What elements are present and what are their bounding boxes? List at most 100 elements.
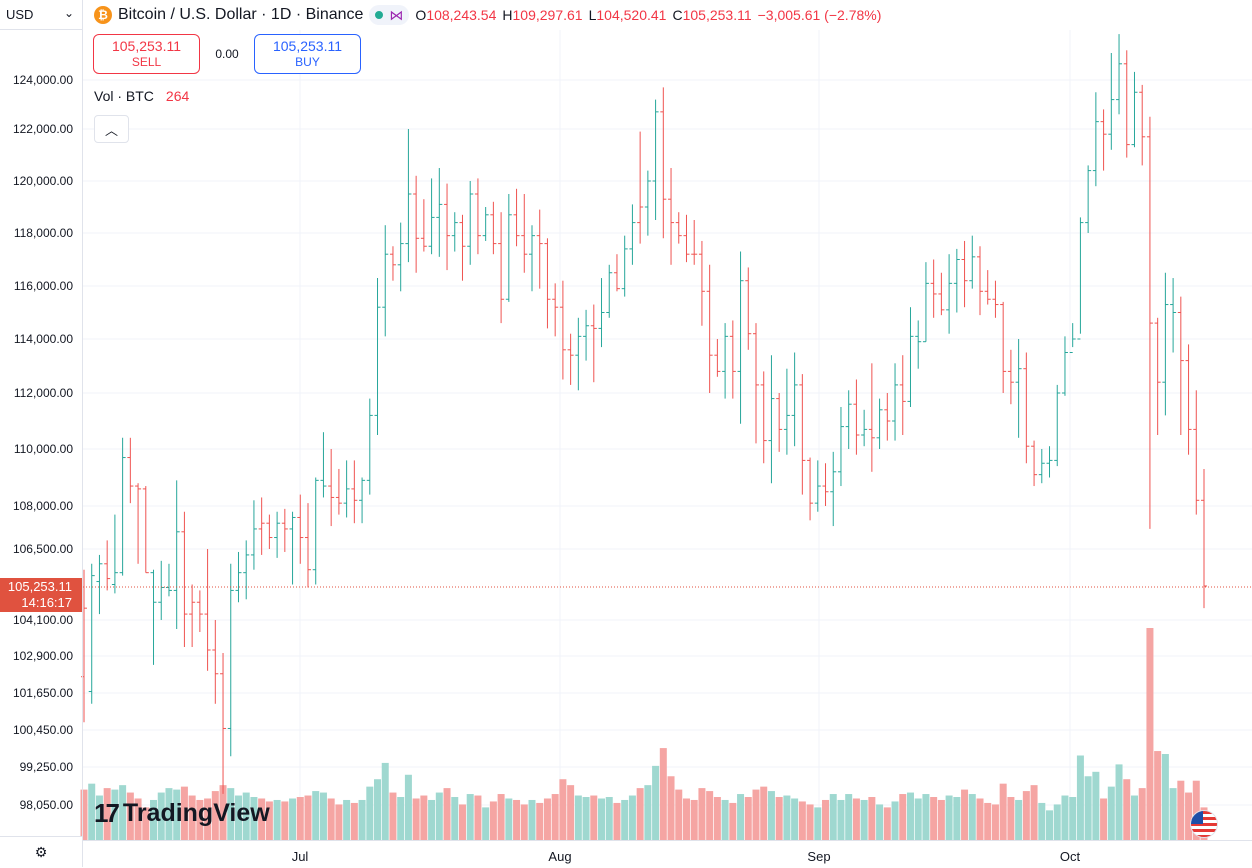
- volume-bar: [319, 792, 327, 840]
- volume-bar: [1015, 799, 1023, 840]
- volume-bar: [1115, 764, 1123, 840]
- volume-bar: [706, 791, 714, 840]
- symbol-title[interactable]: Bitcoin / U.S. Dollar · 1D · Binance: [118, 6, 364, 23]
- y-tick-label: 101,650.00: [13, 686, 73, 700]
- volume-bar: [961, 789, 969, 840]
- y-tick-label: 112,000.00: [14, 386, 73, 400]
- volume-bar: [265, 801, 273, 840]
- close-value: 105,253.11: [682, 7, 752, 23]
- volume-bar: [1130, 795, 1138, 840]
- tradingview-logo[interactable]: 17 TradingView: [94, 798, 270, 829]
- volume-bar: [180, 786, 188, 840]
- volume-bar: [1161, 754, 1169, 840]
- volume-bar: [474, 795, 482, 840]
- volume-bar: [281, 801, 289, 840]
- collapse-legend-button[interactable]: ︿: [94, 115, 129, 143]
- volume-bar: [914, 798, 922, 840]
- volume-bar: [513, 799, 521, 840]
- chevron-up-icon: ︿: [104, 122, 118, 138]
- volume-value: 264: [165, 88, 190, 104]
- y-tick-label: 100,450.00: [13, 723, 73, 737]
- volume-bar: [366, 786, 374, 840]
- market-status[interactable]: ⋈: [369, 5, 410, 25]
- symbol-header[interactable]: ₿ Bitcoin / U.S. Dollar · 1D · Binance ⋈…: [94, 4, 881, 26]
- volume-bar: [389, 792, 397, 840]
- y-tick-label: 98,050.00: [20, 798, 74, 812]
- volume-bar: [412, 798, 420, 840]
- volume-bar: [536, 802, 544, 840]
- volume-bar: [1092, 771, 1100, 840]
- volume-bar: [142, 807, 150, 840]
- volume-bar: [196, 799, 204, 840]
- volume-bar: [1022, 791, 1030, 840]
- volume-bar: [783, 795, 791, 840]
- volume-bar: [999, 783, 1007, 840]
- volume-bar: [899, 794, 907, 840]
- open-value: 108,243.54: [426, 7, 497, 23]
- volume-bar: [435, 792, 443, 840]
- axis-settings-button[interactable]: ⚙: [0, 836, 82, 867]
- time-axis[interactable]: [83, 840, 1252, 868]
- volume-bar: [520, 804, 528, 840]
- open-label: O: [415, 7, 427, 23]
- volume-bar: [953, 797, 961, 840]
- volume-bar: [397, 797, 405, 840]
- buy-button[interactable]: 105,253.11 BUY: [254, 34, 361, 74]
- volume-bar: [1084, 776, 1092, 840]
- volume-bar: [876, 804, 884, 840]
- volume-bar: [991, 804, 999, 840]
- volume-bar: [906, 792, 914, 840]
- volume-bar: [1061, 795, 1069, 840]
- volume-bar: [968, 794, 976, 840]
- volume-bar: [157, 792, 165, 840]
- volume-bar: [574, 795, 582, 840]
- volume-bar: [482, 807, 490, 840]
- volume-bar: [88, 783, 96, 840]
- settings-icon: ⚙: [34, 843, 48, 860]
- y-tick-label: 104,100.00: [13, 613, 73, 627]
- volume-bar: [636, 788, 644, 840]
- volume-bar: [150, 799, 158, 840]
- volume-bar: [273, 799, 281, 840]
- volume-bar: [937, 799, 945, 840]
- sell-button[interactable]: 105,253.11 SELL: [93, 34, 200, 74]
- currency-selector[interactable]: USD ⌄: [0, 0, 82, 30]
- volume-bar: [219, 785, 227, 840]
- volume-bar: [598, 798, 606, 840]
- sell-price: 105,253.11: [111, 38, 182, 54]
- volume-bar: [1138, 788, 1146, 840]
- volume-bar: [1146, 628, 1154, 840]
- volume-bar: [327, 798, 335, 840]
- volume-bar: [945, 795, 953, 840]
- volume-bar: [582, 797, 590, 840]
- volume-bar: [312, 791, 320, 840]
- x-tick-label: Sep: [807, 849, 830, 864]
- volume-bar: [767, 791, 775, 840]
- volume-bar: [883, 807, 891, 840]
- us-flag-icon[interactable]: [1190, 810, 1218, 838]
- y-tick-label: 120,000.00: [13, 174, 73, 188]
- tradingview-logo-mark: 17: [94, 798, 120, 828]
- volume-bar: [551, 794, 559, 840]
- volume-bar: [976, 798, 984, 840]
- volume-bar: [343, 799, 351, 840]
- volume-legend[interactable]: Vol · BTC 264: [94, 88, 189, 104]
- volume-bar: [1076, 755, 1084, 840]
- volume-bar: [126, 792, 134, 840]
- volume-bar: [798, 801, 806, 840]
- volume-bar: [737, 794, 745, 840]
- volume-bar: [984, 802, 992, 840]
- volume-bar: [930, 797, 938, 840]
- volume-bar: [242, 792, 250, 840]
- price-change: −3,005.61 (−2.78%): [757, 7, 882, 23]
- volume-bar: [1185, 792, 1193, 840]
- y-tick-label: 114,000.00: [14, 332, 73, 346]
- tradingview-logo-text: TradingView: [122, 799, 270, 827]
- volume-bar: [381, 762, 389, 840]
- volume-bar: [721, 799, 729, 840]
- volume-bar: [613, 802, 621, 840]
- volume-bar: [165, 788, 173, 840]
- volume-bar: [1192, 780, 1200, 840]
- volume-bar: [744, 797, 752, 840]
